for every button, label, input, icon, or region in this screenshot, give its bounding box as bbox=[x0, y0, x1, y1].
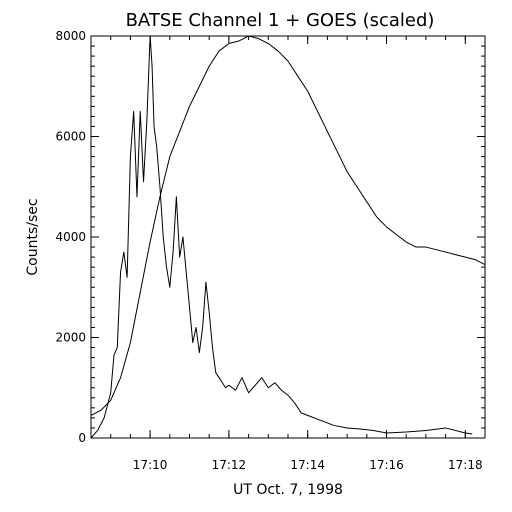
series-line-0 bbox=[90, 35, 473, 439]
series-line-1 bbox=[90, 35, 486, 416]
y-tick-label: 4000 bbox=[55, 230, 86, 244]
x-tick-label: 17:12 bbox=[212, 458, 247, 472]
series-group bbox=[90, 35, 486, 439]
x-tick-label: 17:16 bbox=[369, 458, 404, 472]
x-axis-label: UT Oct. 7, 1998 bbox=[233, 482, 343, 498]
y-tick-label: 2000 bbox=[55, 331, 86, 345]
plot-frame bbox=[90, 35, 486, 439]
y-tick-label: 0 bbox=[78, 431, 86, 445]
x-tick-label: 17:14 bbox=[290, 458, 325, 472]
y-tick-label: 6000 bbox=[55, 130, 86, 144]
x-axis: 17:10 17:12 17:14 17:16 17:18 bbox=[90, 36, 486, 472]
y-tick-label: 8000 bbox=[55, 29, 86, 43]
chart-title: BATSE Channel 1 + GOES (scaled) bbox=[126, 10, 435, 31]
y-axis: 0 2000 4000 6000 8000 bbox=[55, 29, 485, 445]
x-tick-label: 17:10 bbox=[133, 458, 168, 472]
x-tick-label: 17:18 bbox=[448, 458, 483, 472]
y-axis-label: Counts/sec bbox=[25, 198, 41, 275]
